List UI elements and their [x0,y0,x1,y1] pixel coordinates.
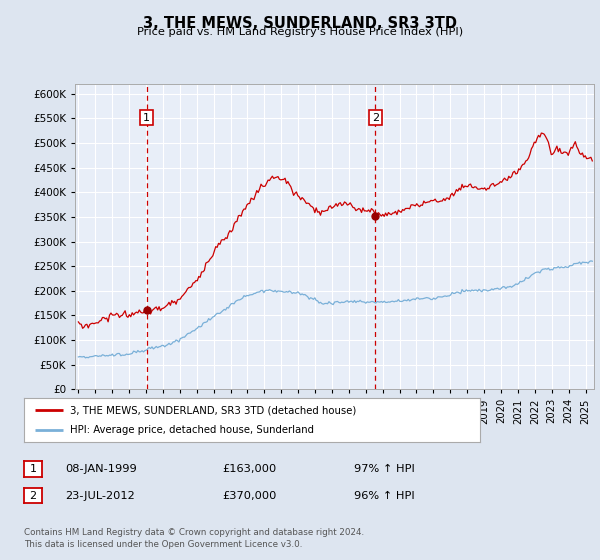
Text: HPI: Average price, detached house, Sunderland: HPI: Average price, detached house, Sund… [70,425,314,435]
Text: 97% ↑ HPI: 97% ↑ HPI [354,464,415,474]
Text: 2: 2 [29,491,37,501]
Text: 2: 2 [371,113,379,123]
Text: 23-JUL-2012: 23-JUL-2012 [65,491,134,501]
Text: 3, THE MEWS, SUNDERLAND, SR3 3TD (detached house): 3, THE MEWS, SUNDERLAND, SR3 3TD (detach… [70,405,356,415]
Text: 96% ↑ HPI: 96% ↑ HPI [354,491,415,501]
Text: 1: 1 [29,464,37,474]
Text: £370,000: £370,000 [222,491,277,501]
Text: 1: 1 [143,113,150,123]
Text: Price paid vs. HM Land Registry's House Price Index (HPI): Price paid vs. HM Land Registry's House … [137,27,463,37]
Text: 3, THE MEWS, SUNDERLAND, SR3 3TD: 3, THE MEWS, SUNDERLAND, SR3 3TD [143,16,457,31]
Text: Contains HM Land Registry data © Crown copyright and database right 2024.
This d: Contains HM Land Registry data © Crown c… [24,528,364,549]
Text: 08-JAN-1999: 08-JAN-1999 [65,464,137,474]
Text: £163,000: £163,000 [222,464,276,474]
